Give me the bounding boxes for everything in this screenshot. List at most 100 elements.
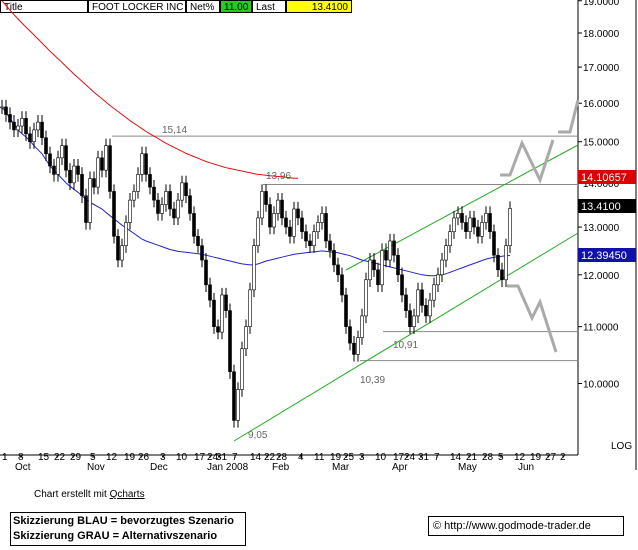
candle-body [296,208,300,219]
candle-body [248,289,252,327]
candle [208,277,212,308]
candle [148,167,152,195]
candle [272,206,276,235]
candle [468,210,472,239]
candle [372,252,376,278]
candle-body [460,213,464,223]
copyright-url[interactable]: http://www.godmode-trader.de [444,520,591,532]
candle-body [164,191,168,205]
candle-body [136,174,140,192]
candle [196,229,200,253]
candle-body [384,250,388,261]
candle-body [468,217,472,232]
candle [60,138,64,166]
price-chart: 19.0000 18.0000 17.0000 16.0000 15.0000 14.00… [0,0,637,473]
scenario-up-sketch [500,139,555,184]
candle-body [340,274,344,296]
candle-body [92,178,96,188]
x-month-label: Jun [518,462,534,473]
candle [256,210,260,253]
candle-body [448,231,452,246]
candle-body [308,240,312,246]
candle [128,193,132,230]
candle [504,238,508,287]
candle [428,293,432,324]
candle [136,167,140,199]
candle-body [152,186,156,201]
candle-body [132,191,136,201]
candle [168,184,172,217]
candle-body [244,326,248,350]
header-last-label: Last [252,0,286,13]
candle-body [88,178,92,223]
candle-body [404,294,408,311]
candle-body [320,213,324,223]
candle-body [60,145,64,159]
x-tick-label: 14 [450,452,462,463]
candle-body [196,235,200,246]
candle-body [436,274,440,286]
candle-body [116,235,120,261]
candle-body [84,195,88,223]
candle [28,126,32,149]
candle [476,219,480,244]
channel-lower-line [233,232,579,442]
x-month-label: Feb [272,462,290,473]
candle [112,184,116,244]
candle-body [344,294,348,327]
candle [124,215,128,253]
candle [472,210,476,235]
x-tick-label: 24 [207,452,219,463]
candle [144,146,148,182]
credit-link[interactable]: Qcharts [109,489,145,500]
header-net-value: 11.00 [220,0,252,13]
candle-body [236,389,240,421]
candle [480,215,484,244]
candle-body [100,157,104,171]
candle-body [40,121,44,139]
candle-body [400,274,404,296]
candle [360,308,364,345]
candle-body [64,145,68,171]
candle-body [184,182,188,197]
candle [200,238,204,268]
candle [152,180,156,208]
candle [264,184,268,212]
x-month-label: Oct [15,462,31,473]
candle [236,382,240,428]
candle [404,287,408,318]
x-tick-label: 5 [90,452,96,463]
candle [412,308,416,334]
candle-body [392,240,396,256]
candle [160,197,164,221]
candle [20,111,24,134]
x-tick-label: 27 [545,452,557,463]
candle [368,252,372,287]
candle-body [480,222,484,237]
ma-long-line [1,0,299,179]
candle-body [472,217,476,228]
candle [244,319,248,356]
candle-body [300,217,304,232]
candle [240,341,244,397]
candle [448,224,452,253]
candle [44,130,48,161]
candle-body [336,264,340,276]
candle [132,184,136,208]
candle-body [324,213,328,242]
x-month-label: Jan 2008 [207,462,249,473]
candle [68,163,72,191]
candle [116,229,120,268]
candle-body [424,305,428,317]
ma-short-line [1,106,511,277]
x-tick-label: 19 [330,452,342,463]
header-net-label: Net% [186,0,220,13]
x-tick-label: 8 [18,452,24,463]
candle-body [360,315,364,338]
candle-body [156,199,160,214]
x-tick-label: 12 [106,452,118,463]
candle-body [160,204,164,214]
candle [24,111,28,142]
candle [452,210,456,239]
candle [280,193,284,226]
